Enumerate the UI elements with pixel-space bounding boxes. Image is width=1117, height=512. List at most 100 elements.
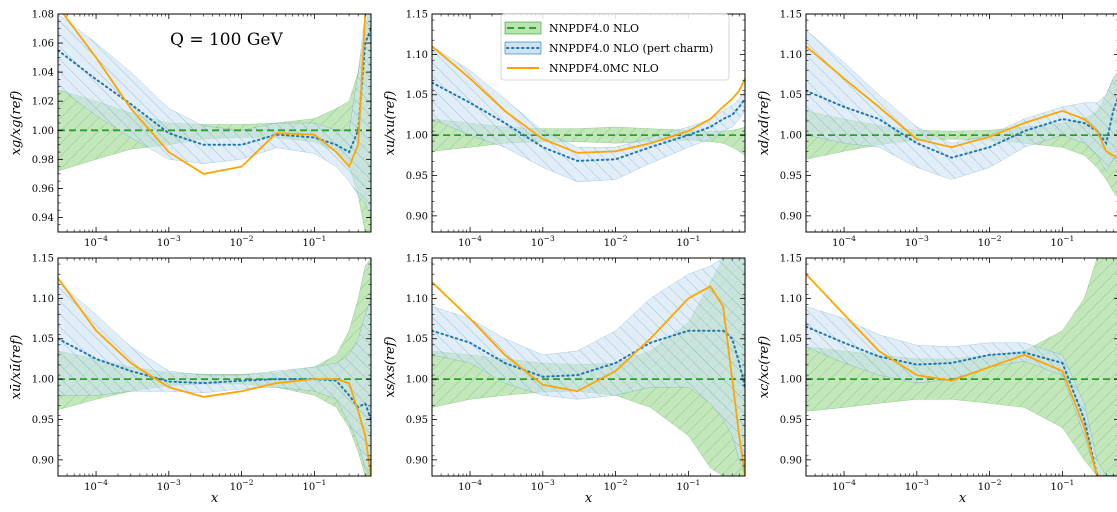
y-axis-label: xū/xū(ref) bbox=[9, 335, 24, 400]
x-tick-label: 10−1 bbox=[302, 234, 326, 249]
pert-charm-band-hatch bbox=[806, 30, 1117, 180]
y-tick-label: 0.90 bbox=[32, 455, 54, 466]
y-tick-label: 1.00 bbox=[780, 131, 802, 142]
x-tick-label: 10−4 bbox=[84, 234, 108, 249]
x-tick-label: 10−2 bbox=[230, 234, 254, 249]
x-tick-label: 10−3 bbox=[531, 478, 555, 493]
x-axis-label: x bbox=[959, 491, 967, 506]
y-tick-label: 1.05 bbox=[406, 90, 428, 101]
x-tick-label: 10−3 bbox=[905, 234, 929, 249]
x-tick-label: 10−1 bbox=[302, 478, 326, 493]
pert-charm-central-line bbox=[806, 325, 1117, 476]
y-tick-label: 0.96 bbox=[32, 184, 54, 195]
x-tick-label: 10−1 bbox=[676, 234, 700, 249]
y-tick-label: 1.06 bbox=[32, 39, 54, 50]
axes-frame bbox=[57, 257, 372, 477]
axes-frame bbox=[805, 257, 1117, 477]
y-tick-label: 1.15 bbox=[780, 10, 802, 21]
pert-charm-band-hatch bbox=[806, 306, 1117, 476]
y-tick-label: 1.05 bbox=[780, 90, 802, 101]
pert-charm-central-line bbox=[432, 81, 745, 162]
y-tick-label: 0.90 bbox=[406, 455, 428, 466]
mc-central-line bbox=[806, 45, 1117, 160]
x-tick-label: 10−4 bbox=[832, 234, 856, 249]
pert-charm-central-line bbox=[806, 89, 1117, 159]
chart-panel: 0.90 0.95 1.00 1.05 1.10 1.15 10−4 10−3 10−2 10−1… bbox=[757, 10, 1117, 249]
pert-charm-central-line bbox=[58, 337, 371, 421]
y-tick-label: 1.08 bbox=[32, 10, 54, 21]
legend-box bbox=[500, 13, 730, 81]
y-tick-label: 1.04 bbox=[32, 68, 54, 79]
y-tick-label: 1.15 bbox=[780, 254, 802, 265]
y-tick-label: 0.95 bbox=[780, 171, 802, 182]
x-tick-label: 10−4 bbox=[458, 234, 482, 249]
y-tick-label: 1.05 bbox=[780, 334, 802, 345]
x-tick-label: 10−2 bbox=[604, 478, 628, 493]
x-tick-label: 10−1 bbox=[1050, 478, 1074, 493]
x-tick-label: 10−4 bbox=[458, 478, 482, 493]
axes-frame bbox=[805, 13, 1117, 233]
y-axis-label: xc/xc(ref) bbox=[757, 336, 772, 398]
legend-label: NNPDF4.0MC NLO bbox=[549, 62, 659, 75]
y-tick-label: 1.00 bbox=[32, 126, 54, 137]
y-tick-label: 1.15 bbox=[406, 10, 428, 21]
x-tick-label: 10−1 bbox=[1050, 234, 1074, 249]
scale-annotation: Q = 100 GeV bbox=[170, 30, 283, 50]
y-tick-label: 0.95 bbox=[406, 171, 428, 182]
x-tick-label: 10−2 bbox=[978, 478, 1002, 493]
axes-frame bbox=[431, 257, 746, 477]
y-tick-label: 1.15 bbox=[406, 254, 428, 265]
x-tick-label: 10−3 bbox=[531, 234, 555, 249]
x-tick-label: 10−3 bbox=[157, 234, 181, 249]
y-tick-label: 0.90 bbox=[406, 211, 428, 222]
y-tick-label: 1.02 bbox=[32, 97, 54, 108]
pert-charm-central-line bbox=[432, 329, 745, 389]
y-tick-label: 0.95 bbox=[32, 415, 54, 426]
chart-panel: 0.90 0.95 1.00 1.05 1.10 1.15 10−4 10−3 10−2 10−1… bbox=[757, 254, 1117, 506]
y-tick-label: 1.00 bbox=[406, 375, 428, 386]
y-axis-label: xu/xu(ref) bbox=[383, 91, 398, 156]
x-tick-label: 10−4 bbox=[832, 478, 856, 493]
y-tick-label: 0.90 bbox=[780, 211, 802, 222]
y-tick-label: 1.00 bbox=[32, 375, 54, 386]
y-tick-label: 0.95 bbox=[406, 415, 428, 426]
mc-central-line bbox=[432, 281, 745, 476]
y-tick-label: 1.05 bbox=[32, 334, 54, 345]
y-tick-label: 1.00 bbox=[406, 131, 428, 142]
mc-central-line bbox=[62, 14, 367, 175]
chart-panel: 0.90 0.95 1.00 1.05 1.10 1.15 10−4 10−3 10−2 10−1… bbox=[383, 10, 746, 249]
y-tick-label: 0.95 bbox=[780, 415, 802, 426]
y-tick-label: 1.00 bbox=[780, 375, 802, 386]
x-tick-label: 10−2 bbox=[230, 478, 254, 493]
legend-entry: NNPDF4.0MC NLO bbox=[507, 62, 659, 75]
x-axis-label: x bbox=[211, 491, 219, 506]
y-tick-label: 1.10 bbox=[32, 294, 54, 305]
y-tick-label: 1.10 bbox=[780, 50, 802, 61]
pert-charm-central-line bbox=[58, 27, 371, 154]
y-axis-label: xd/xd(ref) bbox=[757, 91, 772, 156]
y-tick-label: 1.10 bbox=[406, 50, 428, 61]
mc-central-line bbox=[432, 45, 745, 154]
x-tick-label: 10−3 bbox=[905, 478, 929, 493]
y-tick-label: 0.98 bbox=[32, 155, 54, 166]
x-tick-label: 10−4 bbox=[84, 478, 108, 493]
chart-panel: 0.90 0.95 1.00 1.05 1.10 1.15 10−4 10−3 10−2 10−1… bbox=[383, 254, 746, 506]
pert-charm-band-hatch bbox=[432, 46, 745, 182]
y-tick-label: 1.15 bbox=[32, 254, 54, 265]
x-tick-label: 10−2 bbox=[978, 234, 1002, 249]
y-tick-label: 0.90 bbox=[780, 455, 802, 466]
x-tick-label: 10−2 bbox=[604, 234, 628, 249]
x-axis-label: x bbox=[585, 491, 593, 506]
y-tick-label: 1.10 bbox=[406, 294, 428, 305]
pert-charm-band-hatch bbox=[58, 14, 371, 218]
mc-central-line bbox=[806, 273, 1117, 476]
mc-central-line bbox=[58, 277, 371, 476]
y-tick-label: 1.10 bbox=[780, 294, 802, 305]
pert-charm-band-hatch bbox=[432, 258, 745, 476]
y-tick-label: 0.94 bbox=[32, 213, 54, 224]
x-tick-label: 10−3 bbox=[157, 478, 181, 493]
y-axis-label: xg/xg(ref) bbox=[9, 91, 24, 156]
chart-panel: 0.90 0.95 1.00 1.05 1.10 1.15 10−4 10−3 10−2 10−1… bbox=[9, 254, 372, 506]
x-tick-label: 10−1 bbox=[676, 478, 700, 493]
